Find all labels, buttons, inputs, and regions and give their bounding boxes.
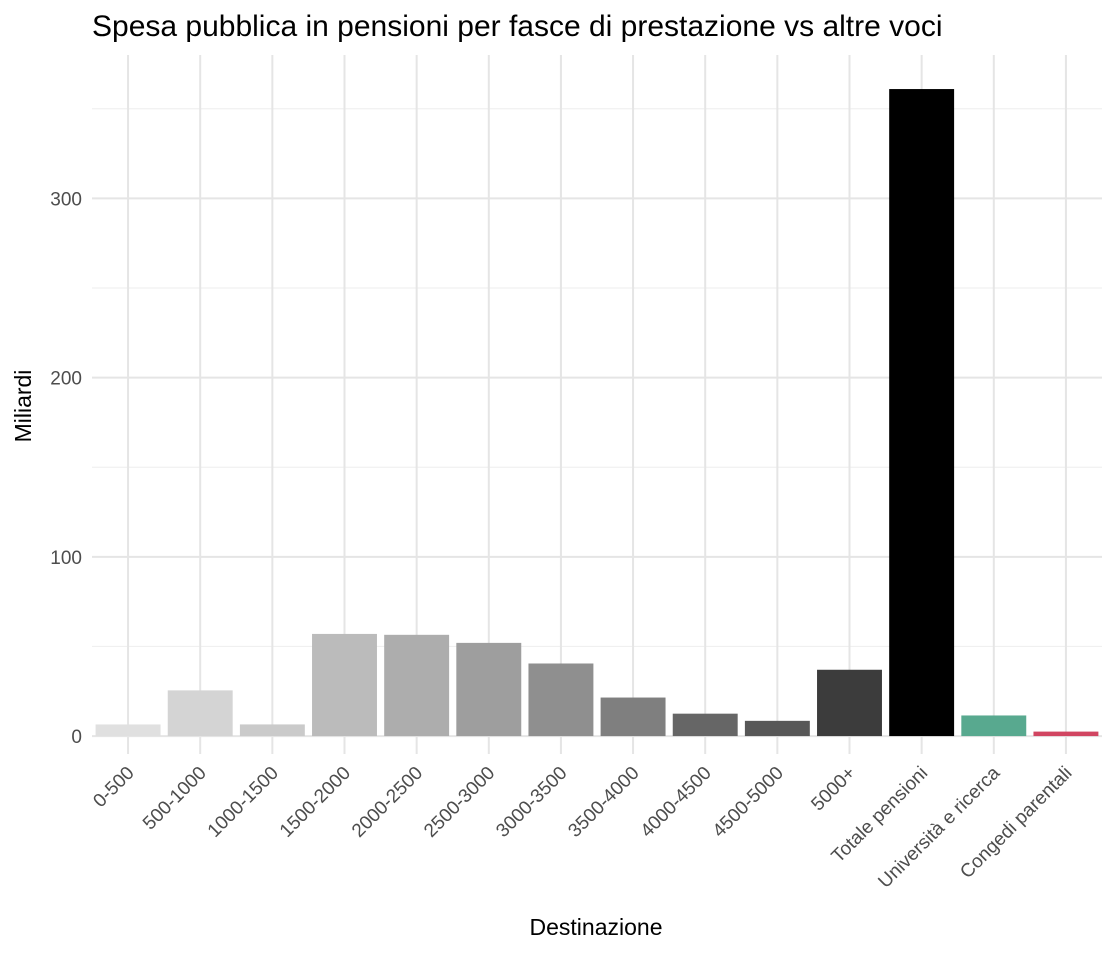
bar-3000-3500 [528,663,594,737]
bar-500-1000 [167,690,233,737]
y-tick-label: 200 [50,369,82,390]
x-tick-label: 1500-2000 [276,763,355,842]
x-tick-label: 5000+ [807,763,860,816]
y-axis-title: Miliardi [10,370,36,443]
x-tick-label: 3500-4000 [564,763,643,842]
bar-universit-e-ricerca [961,715,1027,737]
x-tick-label: 0-500 [89,763,138,812]
bar-congedi-parentali [1033,731,1099,737]
x-axis-title: Destinazione [530,914,663,940]
bar-2000-2500 [384,634,450,737]
x-tick-label: 1000-1500 [204,763,283,842]
x-tick-label: 3000-3500 [492,763,571,842]
bar-2500-3000 [456,642,522,737]
x-tick-label: 2500-3000 [420,763,499,842]
grid [92,55,1102,754]
bar-totale-pensioni [889,89,955,737]
bar-0-500 [95,724,161,737]
x-tick-label: 2000-2500 [348,763,427,842]
x-tick-label: 4000-4500 [637,763,716,842]
y-tick-label: 300 [50,189,82,210]
x-tick-label: 4500-5000 [709,763,788,842]
y-axis-ticks: 0 100 200 300 [50,189,82,748]
x-axis-ticks: 0-500 500-10001000-15001500-20002000-2500… [89,762,1076,892]
bar-3500-4000 [600,697,666,737]
y-tick-label: 100 [50,548,82,569]
y-tick-label: 0 [71,727,82,748]
x-tick-label: 500-1000 [139,763,211,835]
chart-title: Spesa pubblica in pensioni per fasce di … [92,10,943,43]
bar-1500-2000 [312,633,377,737]
x-tick-label: Università e ricerca [874,762,1004,892]
bar-4000-4500 [672,713,738,737]
bars [95,89,1099,737]
bar-5000- [817,669,882,737]
bar-4500-5000 [744,720,810,737]
bar-1000-1500 [239,724,305,737]
